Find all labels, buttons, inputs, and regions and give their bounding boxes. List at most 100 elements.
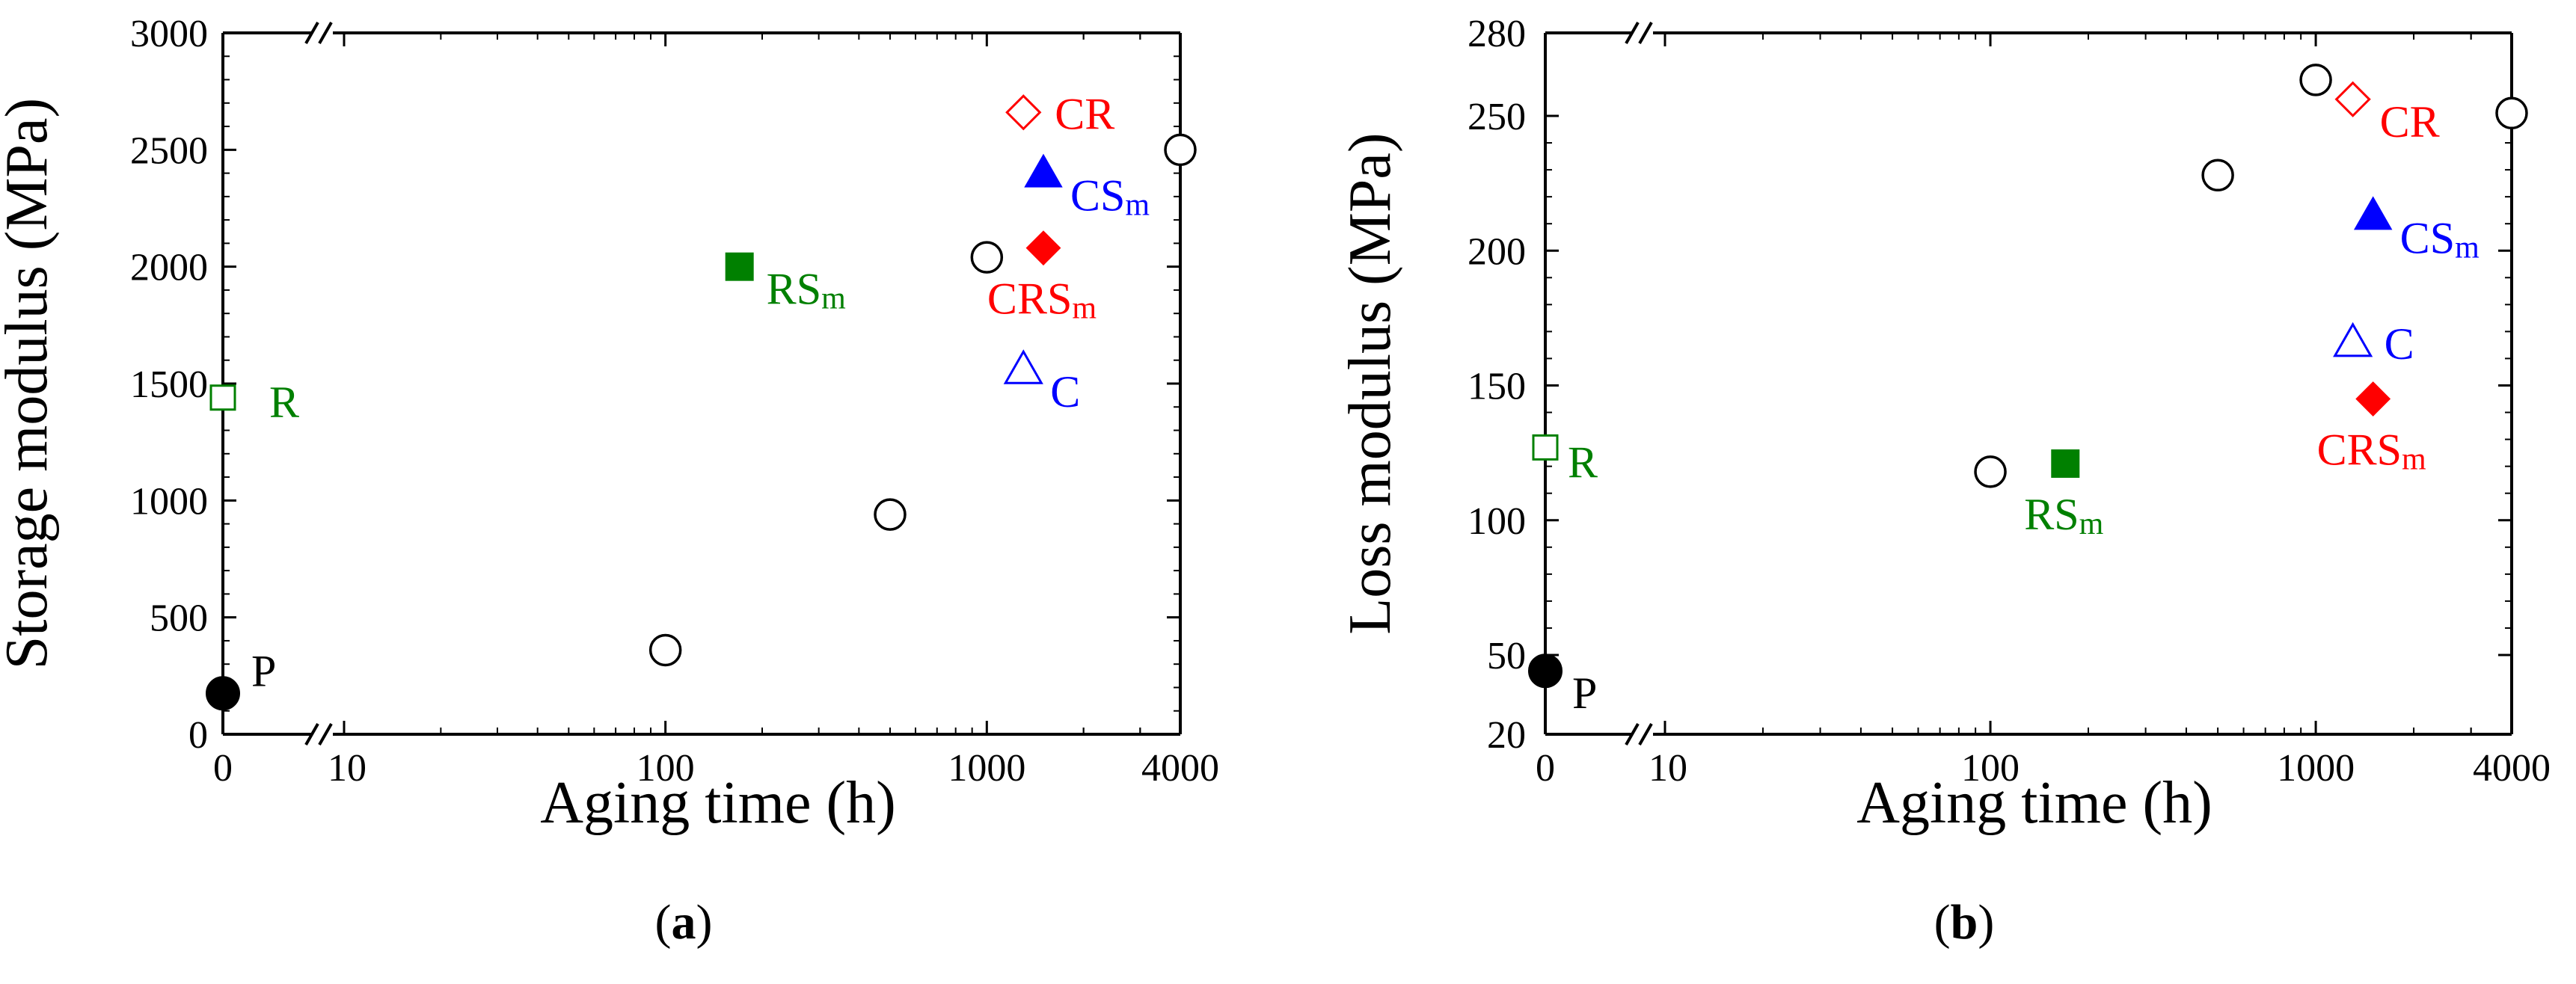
marker-p: [1528, 654, 1563, 689]
y-tick-label: 150: [1468, 366, 1526, 408]
marker-cr: [2334, 81, 2371, 117]
annotation-r: R: [269, 378, 299, 427]
annotation-crsm: CRSm: [987, 274, 1097, 326]
y-tick-label: 2500: [130, 129, 208, 172]
annotation-csm: CSm: [1070, 171, 1150, 223]
annotation-sub: m: [1072, 292, 1097, 326]
marker-csm: [1024, 153, 1063, 188]
caption-close: ): [1978, 895, 1994, 950]
x-break-mark: [1625, 723, 1640, 745]
x-tick-label: 1000: [2277, 747, 2355, 790]
annotation-main: CS: [2400, 213, 2455, 262]
caption-open: (: [1934, 895, 1951, 950]
y-tick-label: 280: [1468, 13, 1526, 55]
x-break-mark: [304, 22, 319, 44]
marker-aging: [2495, 96, 2528, 130]
panel-caption: (b): [1934, 895, 1995, 950]
annotation-crsm: CRSm: [2317, 425, 2426, 477]
y-axis-label: Loss modulus (MPa): [1337, 132, 1403, 634]
annotation-main: C: [2385, 319, 2414, 369]
annotation-main: P: [1572, 668, 1597, 718]
annotation-main: CR: [2380, 97, 2440, 147]
marker-r: [209, 384, 236, 411]
marker-aging: [2299, 64, 2332, 96]
marker-aging: [2201, 159, 2234, 192]
x-tick-label: 100: [637, 747, 695, 790]
annotation-main: C: [1050, 367, 1080, 416]
x-tick-label: 0: [1536, 747, 1555, 790]
x-break-mark: [318, 723, 333, 745]
marker-c: [2333, 322, 2373, 357]
x-break-mark: [318, 22, 333, 44]
annotation-c: C: [2385, 319, 2414, 369]
annotation-main: CRS: [2317, 425, 2402, 475]
x-break-mark: [1638, 22, 1653, 44]
y-tick-label: 0: [188, 714, 208, 757]
annotation-sub: m: [821, 282, 846, 316]
annotation-sub: m: [2455, 230, 2480, 265]
caption-letter: a: [672, 895, 696, 950]
marker-rsm: [725, 252, 754, 281]
annotation-sub: m: [2079, 507, 2104, 541]
x-tick-label: 10: [1649, 747, 1687, 790]
marker-aging: [1974, 455, 2007, 488]
marker-csm: [2353, 196, 2393, 230]
marker-c: [1003, 349, 1043, 384]
marker-aging: [648, 633, 682, 667]
marker-cr: [1005, 94, 1042, 131]
x-tick-label: 1000: [948, 747, 1025, 790]
x-break-mark: [304, 723, 319, 745]
annotation-cr: CR: [1055, 89, 1114, 138]
chart-a: 0 500 1000 1500 2000 2500 3000 0 10 100 1000 4000 Ag…: [0, 13, 1219, 950]
y-tick-label: 3000: [130, 13, 208, 55]
x-tick-label: 10: [328, 747, 367, 790]
caption-open: (: [655, 895, 672, 950]
annotation-csm: CSm: [2400, 213, 2480, 265]
chart-b: 20 50 100 150 200 250 280 0 10 100 1000 4000 Aging t…: [1337, 13, 2551, 950]
annotation-c: C: [1050, 367, 1080, 416]
annotation-main: P: [251, 646, 276, 695]
annotation-rsm: RSm: [767, 265, 846, 316]
y-tick-label: 20: [1487, 714, 1526, 757]
x-tick-label: 0: [213, 747, 233, 790]
x-tick-label: 4000: [2473, 747, 2551, 790]
annotation-main: RS: [767, 265, 821, 314]
annotation-sub: m: [1125, 188, 1150, 223]
marker-rsm: [2051, 449, 2080, 479]
y-tick-label: 1500: [130, 363, 208, 406]
annotation-cr: CR: [2380, 97, 2440, 147]
x-break-mark: [1625, 22, 1640, 44]
y-tick-label: 500: [150, 597, 208, 640]
marker-r: [1532, 434, 1559, 461]
x-break-mark: [1638, 723, 1653, 745]
annotation-sub: m: [2402, 443, 2426, 477]
y-tick-label: 1000: [130, 480, 208, 523]
annotation-rsm: RSm: [2024, 490, 2103, 541]
caption-close: ): [696, 895, 713, 950]
annotation-main: R: [269, 378, 299, 427]
x-tick-label: 4000: [1141, 747, 1219, 790]
marker-aging: [1164, 133, 1197, 167]
y-tick-label: 50: [1487, 635, 1526, 677]
annotation-main: R: [1568, 437, 1598, 487]
marker-crsm: [2355, 381, 2391, 416]
marker-aging: [874, 498, 907, 531]
y-tick-label: 250: [1468, 96, 1526, 138]
annotation-p: P: [1572, 668, 1597, 718]
annotation-main: CRS: [987, 274, 1072, 324]
annotation-main: CR: [1055, 89, 1114, 138]
y-tick-label: 2000: [130, 247, 208, 289]
marker-aging: [970, 241, 1004, 274]
annotation-main: RS: [2024, 490, 2079, 539]
panel-caption: (a): [655, 895, 713, 950]
caption-letter: b: [1951, 895, 1978, 950]
marker-p: [206, 676, 240, 711]
x-axis-label: Aging time (h): [540, 770, 895, 836]
annotation-r: R: [1568, 437, 1598, 487]
y-axis-label: Storage modulus (MPa): [0, 98, 60, 669]
x-tick-label: 100: [1961, 747, 2020, 790]
y-tick-label: 200: [1468, 230, 1526, 273]
marker-crsm: [1025, 230, 1061, 266]
annotation-p: P: [251, 646, 276, 695]
y-tick-label: 100: [1468, 500, 1526, 543]
